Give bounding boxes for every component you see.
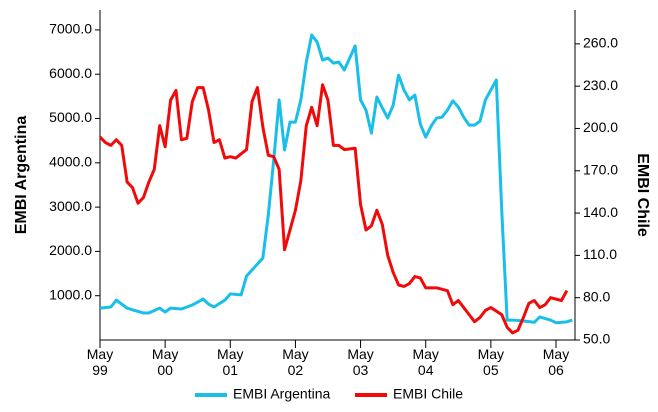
x-tick-label: May 04 (412, 346, 439, 378)
y2-tick-label: 140.0 (583, 204, 618, 220)
y-tick-label: 3000.0 (49, 198, 92, 214)
x-tick-label: May 01 (217, 346, 244, 378)
x-tick-label: May 05 (477, 346, 505, 378)
x-tick-label: May 00 (151, 346, 179, 378)
y2-axis-label: EMBI Chile (634, 153, 651, 237)
y2-tick-label: 230.0 (583, 77, 618, 93)
x-tick-label: May 02 (282, 346, 309, 378)
legend-label: EMBI Chile (393, 386, 463, 402)
y2-tick-label: 80.0 (583, 288, 610, 304)
y-axis-label: EMBI Argentina (13, 116, 30, 235)
legend-label: EMBI Argentina (233, 386, 330, 402)
x-tick-label: May 06 (542, 346, 570, 378)
y2-tick-label: 260.0 (583, 35, 618, 51)
y-tick-label: 1000.0 (49, 286, 92, 302)
y2-tick-label: 200.0 (583, 119, 618, 135)
y2-tick-label: 110.0 (583, 246, 617, 262)
y-tick-label: 5000.0 (49, 109, 92, 125)
line (98, 83, 569, 335)
y-tick-label: 4000.0 (49, 154, 92, 170)
y-tick-label: 6000.0 (49, 65, 92, 81)
line (99, 33, 573, 325)
y-tick-label: 2000.0 (49, 242, 92, 258)
y-tick-label: 7000.0 (49, 21, 92, 37)
x-tick-label: May 03 (347, 346, 374, 378)
y2-tick-label: 50.0 (583, 331, 610, 347)
x-tick-label: May 99 (86, 346, 114, 378)
y2-tick-label: 170.0 (583, 161, 618, 177)
